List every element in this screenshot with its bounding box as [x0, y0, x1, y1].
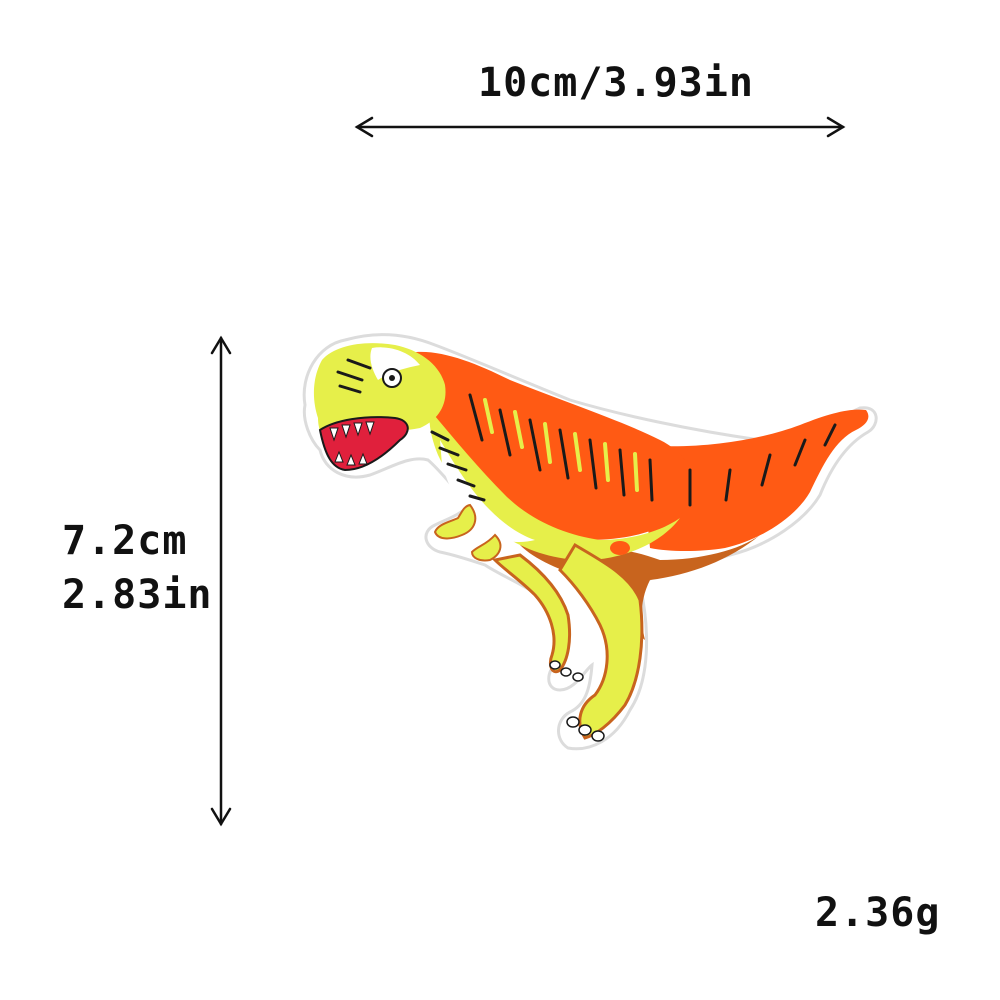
height-label-cm: 7.2cm	[62, 518, 188, 564]
width-label: 10cm/3.93in	[478, 60, 754, 106]
height-label-in: 2.83in	[62, 572, 213, 618]
weight-label: 2.36g	[815, 890, 941, 936]
